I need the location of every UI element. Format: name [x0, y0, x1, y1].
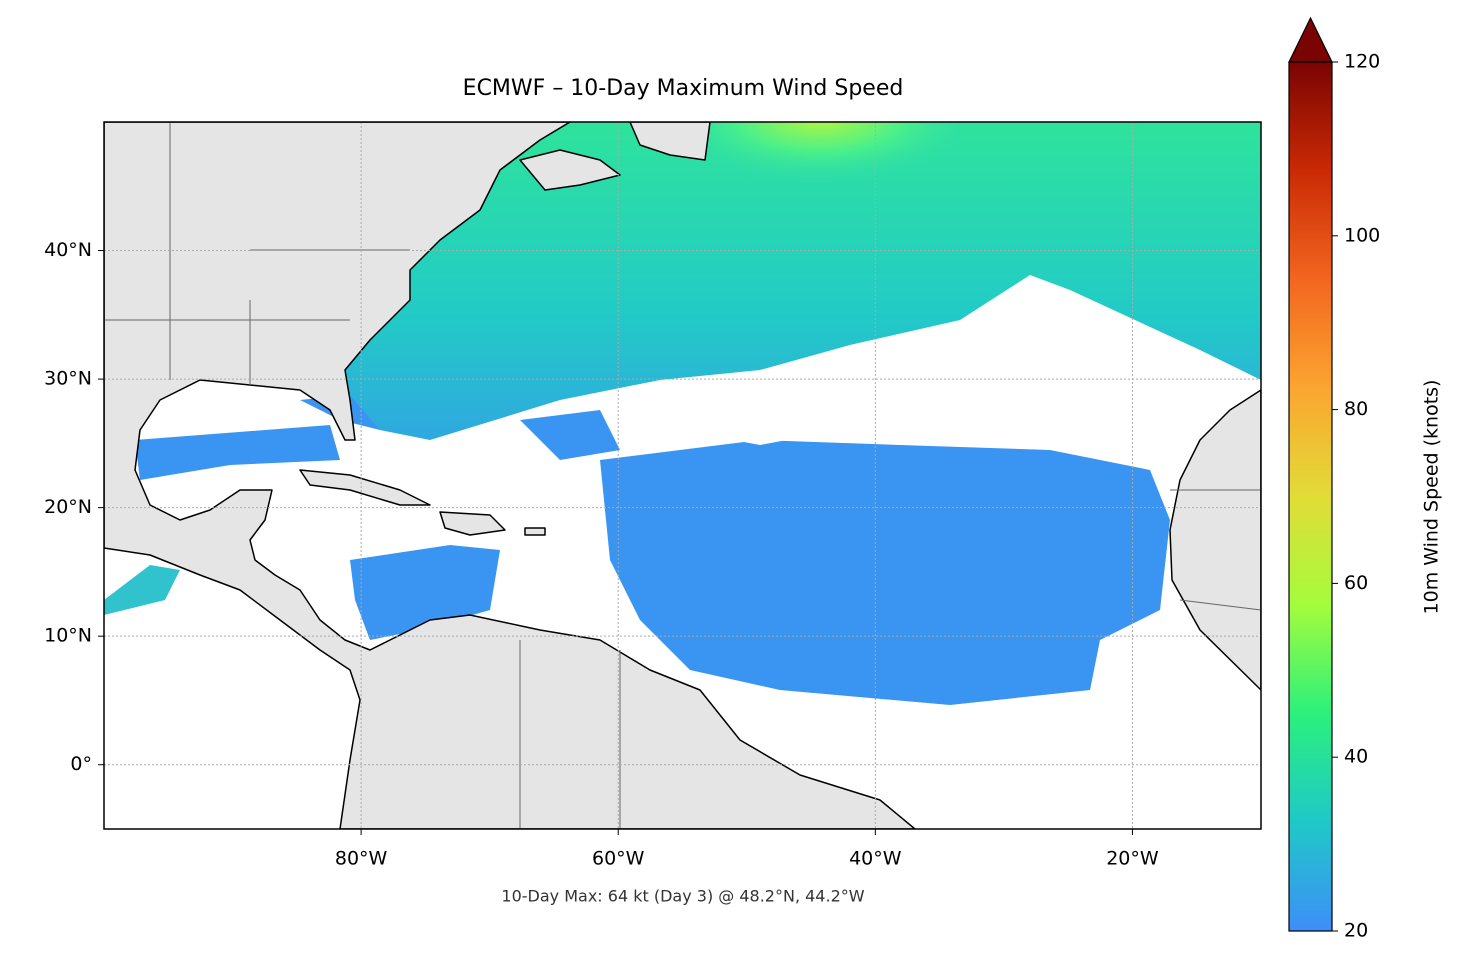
colorbar-frame	[1288, 61, 1333, 932]
colorbar-body	[1289, 62, 1332, 931]
axes: 80°W 60°W 40°W 20°W 0° 10°N 20°N 30°N 40°N	[44, 239, 1159, 869]
x-tick-label: 60°W	[592, 848, 645, 870]
colorbar-label: 10m Wind Speed (knots)	[1421, 380, 1443, 615]
colorbar-tick-label: 100	[1344, 224, 1380, 246]
colorbar-tick-label: 40	[1344, 746, 1368, 768]
x-tick-label: 40°W	[849, 848, 902, 870]
colorbar: 20 40 60 80 100 120	[1288, 16, 1380, 942]
x-tick-label: 80°W	[335, 848, 388, 870]
colorbar-tick-label: 120	[1344, 51, 1380, 73]
wind-field	[104, 122, 1261, 705]
x-tick-label: 20°W	[1106, 848, 1159, 870]
colorbar-tick-label: 20	[1344, 920, 1368, 942]
map-frame	[103, 121, 1262, 830]
annotation: 10-Day Max: 64 kt (Day 3) @ 48.2°N, 44.2…	[501, 887, 864, 906]
colorbar-tick-label: 80	[1344, 398, 1368, 420]
grid	[104, 122, 1261, 829]
colorbar-extension	[1288, 16, 1333, 63]
map-area	[104, 122, 1261, 829]
y-tick-label: 20°N	[44, 496, 92, 518]
colorbar-tick-label: 60	[1344, 572, 1368, 594]
y-tick-label: 0°	[70, 753, 92, 775]
y-tick-label: 30°N	[44, 368, 92, 390]
y-tick-label: 40°N	[44, 239, 92, 261]
y-tick-label: 10°N	[44, 625, 92, 647]
land	[104, 122, 1261, 829]
chart-title: ECMWF – 10-Day Maximum Wind Speed	[463, 76, 904, 101]
